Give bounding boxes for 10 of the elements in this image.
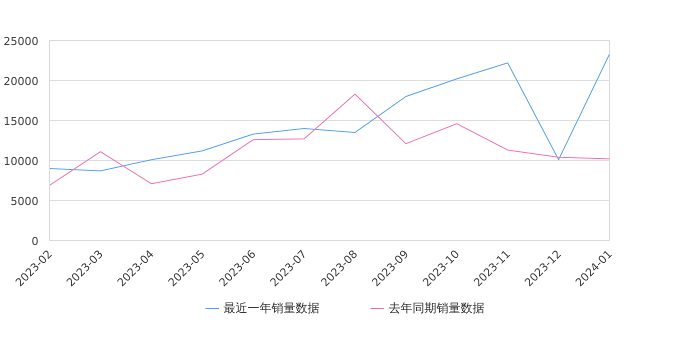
- legend-label: 去年同期销量数据: [388, 300, 484, 316]
- legend-label: 最近一年销量数据: [224, 300, 320, 316]
- y-tick-label: 10000: [4, 155, 39, 168]
- y-tick-label: 20000: [4, 75, 39, 88]
- line-series: [50, 54, 610, 172]
- y-tick-label: 5000: [10, 195, 39, 208]
- y-tick-label: 25000: [4, 35, 39, 48]
- line-series: [50, 94, 610, 186]
- y-tick-label: 15000: [4, 115, 39, 128]
- y-tick-label: 0: [32, 235, 38, 248]
